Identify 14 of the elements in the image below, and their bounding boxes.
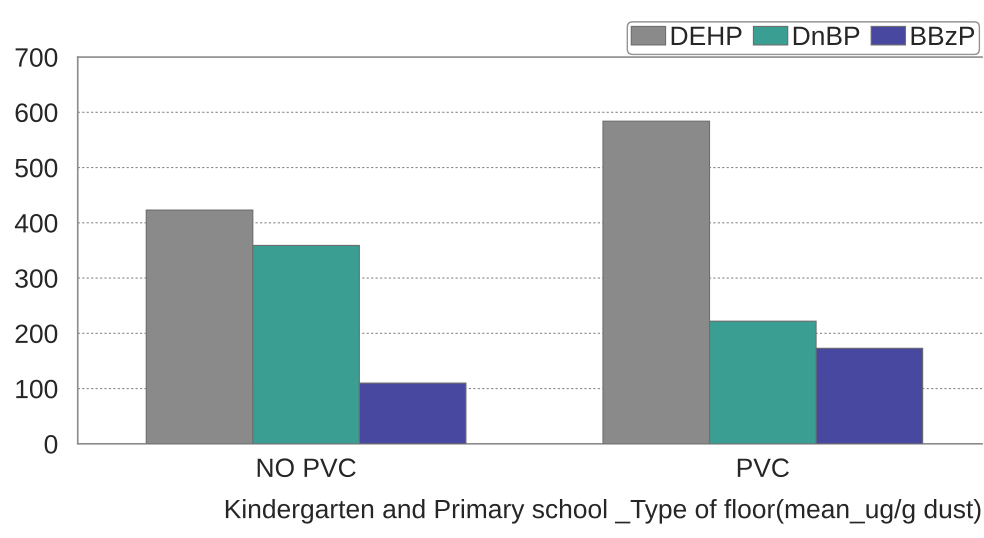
legend-label: DnBP [794, 26, 860, 45]
y-tick-label: 600 [16, 103, 58, 122]
y-tick-label: 200 [16, 324, 58, 344]
y-tick-label: 500 [15, 158, 58, 178]
x-tick-label: PVC [738, 458, 789, 478]
y-tick-label: 400 [14, 214, 58, 233]
y-tick-label: 100 [16, 380, 58, 398]
legend-label: DEHP [672, 26, 742, 45]
legend-label: BBzP [912, 26, 974, 45]
x-axis-title: Kindergarten and Primary school _Type of floor(mean_ug/g dust) [226, 499, 980, 524]
y-tick-label: 300 [15, 269, 58, 288]
y-tick-label: 0 [44, 434, 58, 454]
x-tick-label: NO PVC [258, 458, 356, 478]
y-tick-label: 700 [16, 48, 58, 67]
